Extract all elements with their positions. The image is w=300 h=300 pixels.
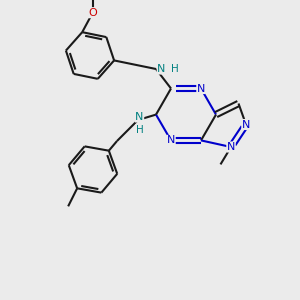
Text: N: N <box>157 64 166 74</box>
Text: O: O <box>88 8 97 18</box>
Text: N: N <box>167 135 175 146</box>
Text: H: H <box>136 124 143 135</box>
Text: N: N <box>227 142 235 152</box>
Text: N: N <box>197 83 205 94</box>
Text: N: N <box>242 119 250 130</box>
Text: N: N <box>135 112 144 122</box>
Text: H: H <box>171 64 179 74</box>
